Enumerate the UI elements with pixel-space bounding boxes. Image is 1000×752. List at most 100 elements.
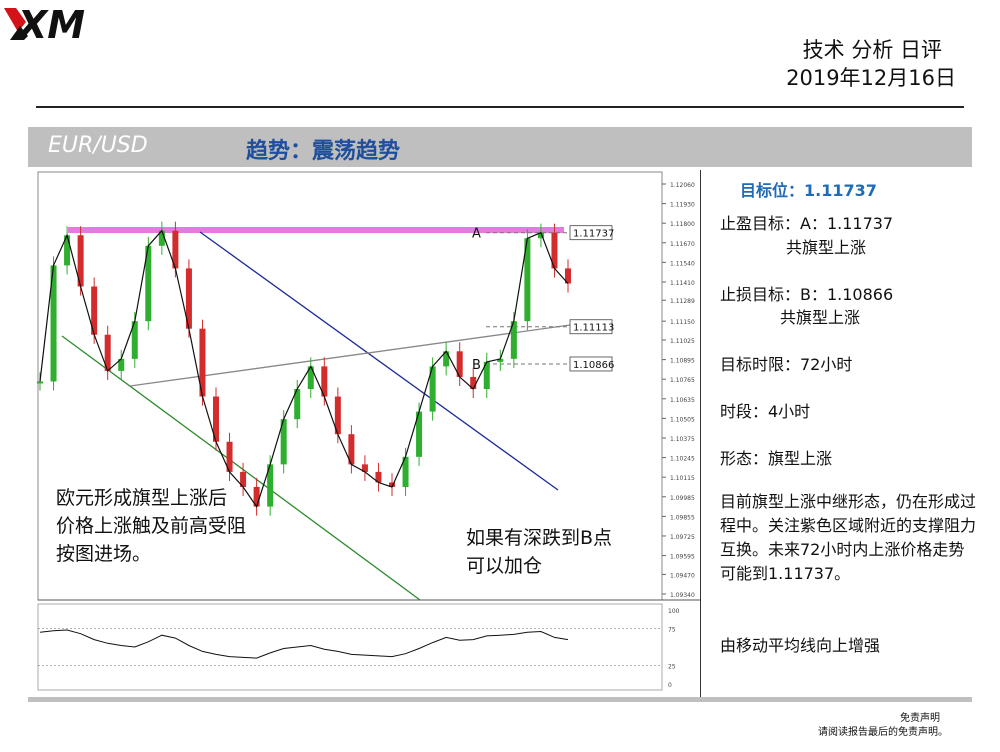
- candle-body-21: [321, 366, 328, 397]
- osc-tick-label-2: 25: [668, 664, 676, 671]
- candle-body-15: [240, 471, 247, 487]
- report-title: 技术 分析 日评: [802, 38, 942, 62]
- candle-body-4: [91, 286, 98, 335]
- price-axis: 1.12060 1.11930 1.11800 1.11670 1.11540 1.114…: [662, 182, 695, 599]
- candle-body-9: [158, 230, 165, 246]
- panel-divider: [700, 170, 701, 698]
- disclaimer: 免责声明 请阅读报告最后的免责声明。: [818, 713, 948, 738]
- report-date: 2019年12月16日: [786, 66, 956, 90]
- price-tick-label-4: 1.11540: [670, 260, 695, 267]
- take-profit-line: 止盈目标：A：1.11737: [720, 214, 894, 233]
- pattern: 形态：旗型上涨: [720, 449, 833, 468]
- candle-body-35: [510, 321, 517, 359]
- price-tick-label-17: 1.09855: [670, 514, 695, 521]
- candle-body-16: [253, 486, 260, 507]
- oscillator-series: [38, 628, 662, 666]
- timeframe: 时段：4小时: [720, 402, 811, 421]
- price-tick-label-2: 1.11800: [670, 221, 695, 228]
- lower-trendline: [61, 335, 421, 601]
- price-tick-label-13: 1.10375: [670, 436, 695, 443]
- price-tick-label-11: 1.10635: [670, 397, 695, 404]
- price-tick-label-8: 1.11025: [670, 338, 695, 345]
- take-profit-note: 共旗型上涨: [786, 238, 867, 257]
- svg-text:XM: XM: [16, 3, 85, 46]
- footer-bar: [28, 697, 972, 702]
- candle-body-6: [118, 358, 125, 371]
- candle-body-22: [334, 396, 341, 435]
- candle-body-39: [565, 268, 571, 284]
- candle-body-33: [483, 361, 490, 389]
- candle-body-34: [497, 358, 504, 362]
- candle-body-13: [213, 396, 219, 442]
- xm-logo: XM: [4, 3, 85, 46]
- chart-note-4: 如果有深跌到B点: [466, 527, 612, 549]
- level-tag-2: 1.10866: [573, 360, 614, 371]
- candle-body-11: [185, 268, 192, 329]
- price-tick-label-14: 1.10245: [670, 456, 695, 463]
- candle-body-19: [294, 389, 301, 420]
- chart-note-3: 按图进场。: [56, 543, 151, 565]
- candle-body-26: [389, 482, 395, 487]
- candle-body-38: [551, 232, 558, 269]
- chart-note-5: 可以加仓: [466, 555, 542, 577]
- trend-label: 趋势：震荡趋势: [246, 139, 401, 164]
- main-plot-frame: [37, 171, 663, 601]
- target-level: 目标位：1.11737: [740, 181, 877, 200]
- price-tick-label-5: 1.11410: [670, 280, 695, 287]
- candle-body-10: [172, 230, 179, 269]
- candle-body-5: [104, 334, 111, 371]
- candle-body-7: [131, 321, 138, 359]
- candle-body-25: [375, 471, 382, 483]
- moving-average-line: [39, 229, 569, 508]
- candle-body-14: [226, 441, 233, 472]
- price-levels: 1.11737 A 1.11113 1.10866 B: [472, 225, 614, 373]
- price-tick-label-7: 1.11150: [670, 319, 695, 326]
- price-tick-label-18: 1.09725: [670, 534, 695, 541]
- level-label-2: B: [472, 358, 481, 373]
- candle-body-29: [429, 366, 436, 412]
- candle-body-30: [443, 351, 450, 367]
- currency-pair: EUR/USD: [48, 133, 148, 158]
- time-limit: 目标时限：72小时: [720, 355, 853, 374]
- price-tick-label-9: 1.10895: [670, 358, 695, 365]
- candle-body-2: [64, 235, 71, 266]
- upper-trendline: [199, 231, 559, 491]
- price-tick-label-12: 1.10505: [670, 416, 695, 423]
- osc-tick-label-3: 0: [668, 682, 672, 689]
- moving-average-note: 由移动平均线向上增强: [720, 636, 881, 655]
- price-tick-label-6: 1.11289: [670, 298, 695, 305]
- osc-tick-label-0: 100: [668, 608, 680, 615]
- candle-body-17: [267, 464, 274, 507]
- candle-body-28: [416, 411, 423, 457]
- candle-body-36: [524, 238, 531, 322]
- resistance-zone: [68, 227, 564, 233]
- candle-body-37: [537, 232, 544, 239]
- candle-body-18: [280, 419, 287, 465]
- oscillator-axis: 100 75 25 0: [668, 608, 680, 689]
- price-tick-label-21: 1.09340: [670, 592, 695, 599]
- candle-body-0: [37, 381, 43, 384]
- candle-body-23: [348, 434, 355, 465]
- stop-loss-line: 止损目标：B：1.10866: [720, 285, 894, 304]
- price-tick-label-15: 1.10115: [670, 475, 695, 482]
- title-banner: EUR/USD 趋势：震荡趋势: [28, 127, 972, 167]
- candle-body-27: [402, 456, 409, 487]
- level-tag-box-1: [569, 319, 613, 335]
- stop-loss-note: 共旗型上涨: [780, 308, 861, 327]
- price-tick-label-0: 1.12060: [670, 182, 695, 189]
- candle-body-3: [77, 235, 84, 287]
- price-tick-label-20: 1.09470: [670, 572, 695, 579]
- candle-body-8: [145, 245, 152, 322]
- level-tag-box-2: [569, 356, 613, 372]
- price-tick-label-16: 1.09985: [670, 495, 695, 502]
- price-series: [37, 221, 571, 516]
- level-tag-0: 1.11737: [573, 229, 614, 240]
- level-tag-1: 1.11113: [573, 323, 614, 334]
- candle-body-24: [361, 464, 368, 472]
- chart-note-1: 欧元形成旗型上涨后: [56, 487, 227, 509]
- price-tick-label-3: 1.11670: [670, 241, 695, 248]
- price-tick-label-10: 1.10765: [670, 377, 695, 384]
- chart-note-2: 价格上涨触及前高受阻: [56, 515, 246, 537]
- level-label-0: A: [472, 227, 481, 242]
